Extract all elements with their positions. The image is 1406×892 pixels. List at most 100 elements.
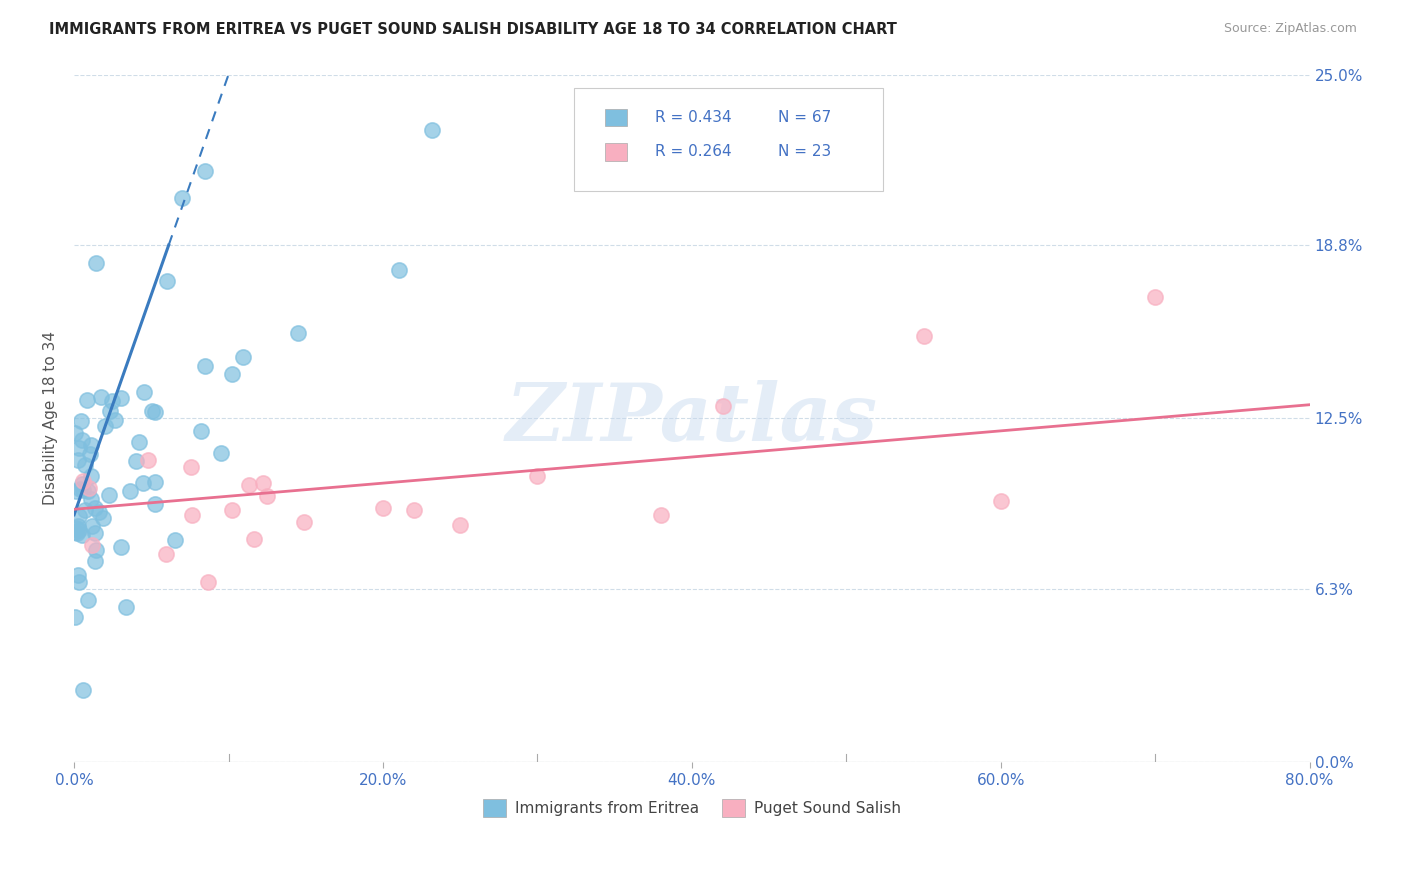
Point [73, 502, 96, 516]
Text: IMMIGRANTS FROM ERITREA VS PUGET SOUND SALISH DISABILITY AGE 18 TO 34 CORRELATIO: IMMIGRANTS FROM ERITREA VS PUGET SOUND S… [49, 22, 897, 37]
Point [72, 682, 94, 697]
Point [66, 526, 89, 541]
Point [180, 459, 202, 474]
Point [76, 393, 98, 408]
Point [711, 399, 734, 413]
Point [449, 518, 471, 533]
Point [526, 469, 548, 483]
Point [67, 452, 90, 467]
Point [80, 468, 103, 483]
Point [73, 458, 96, 472]
Point [209, 445, 232, 459]
Point [77, 592, 100, 607]
Point [156, 274, 179, 288]
Point [190, 424, 212, 438]
Point [69, 483, 91, 497]
Point [143, 497, 166, 511]
Point [67, 508, 90, 523]
Point [84, 501, 107, 516]
Point [128, 435, 150, 450]
Point [67, 441, 90, 455]
Point [252, 476, 274, 491]
Point [371, 500, 394, 515]
Point [650, 508, 672, 522]
Text: N = 67: N = 67 [779, 110, 831, 125]
Point [181, 508, 204, 522]
Y-axis label: Disability Age 18 to 34: Disability Age 18 to 34 [44, 332, 58, 506]
FancyBboxPatch shape [606, 144, 627, 161]
Point [93, 419, 115, 434]
Point [65, 483, 87, 498]
Point [101, 394, 124, 409]
Point [82, 538, 104, 552]
Point [138, 452, 160, 467]
Point [172, 191, 194, 205]
Point [292, 515, 315, 529]
Point [66, 518, 89, 533]
Point [89, 505, 111, 519]
Point [90, 390, 112, 404]
Point [84, 554, 107, 568]
Point [77, 481, 100, 495]
Text: Source: ZipAtlas.com: Source: ZipAtlas.com [1223, 22, 1357, 36]
Point [232, 350, 254, 364]
Point [72, 475, 94, 489]
Point [72, 483, 94, 497]
Point [80, 438, 103, 452]
Point [118, 483, 141, 498]
Point [67, 575, 90, 590]
Point [141, 403, 163, 417]
Text: N = 23: N = 23 [779, 145, 831, 160]
FancyBboxPatch shape [606, 109, 627, 126]
Point [65, 521, 87, 535]
Point [1144, 290, 1167, 304]
Point [63, 425, 86, 440]
Point [80, 491, 103, 506]
Point [132, 475, 155, 490]
Point [155, 547, 177, 561]
Point [67, 524, 90, 538]
Point [221, 367, 243, 381]
Point [76, 483, 98, 498]
Point [70, 528, 93, 542]
Point [143, 475, 166, 490]
Point [66, 568, 89, 582]
Point [98, 404, 121, 418]
Point [84, 542, 107, 557]
Point [125, 453, 148, 467]
Point [63, 524, 86, 539]
Point [97, 488, 120, 502]
Point [91, 510, 114, 524]
Point [104, 413, 127, 427]
Point [238, 477, 260, 491]
Point [194, 164, 217, 178]
Point [79, 447, 101, 461]
Point [63, 609, 86, 624]
Point [422, 122, 444, 136]
Point [115, 600, 138, 615]
Point [84, 256, 107, 270]
Legend: Immigrants from Eritrea, Puget Sound Salish: Immigrants from Eritrea, Puget Sound Sal… [477, 793, 907, 823]
Point [70, 414, 93, 428]
Point [110, 391, 132, 405]
Point [287, 326, 309, 341]
Point [70, 477, 93, 491]
Point [143, 404, 166, 418]
Point [194, 359, 217, 373]
FancyBboxPatch shape [575, 88, 883, 192]
Text: ZIPatlas: ZIPatlas [506, 380, 877, 458]
Point [402, 503, 425, 517]
Point [82, 518, 104, 533]
Point [132, 384, 155, 399]
Point [388, 263, 411, 277]
Point [83, 526, 105, 541]
Point [221, 503, 243, 517]
Point [163, 533, 186, 548]
Point [990, 494, 1012, 508]
Point [110, 540, 132, 554]
Point [256, 489, 278, 503]
Text: R = 0.434: R = 0.434 [655, 110, 731, 125]
Point [243, 532, 266, 546]
Point [72, 434, 94, 448]
Point [912, 329, 935, 343]
